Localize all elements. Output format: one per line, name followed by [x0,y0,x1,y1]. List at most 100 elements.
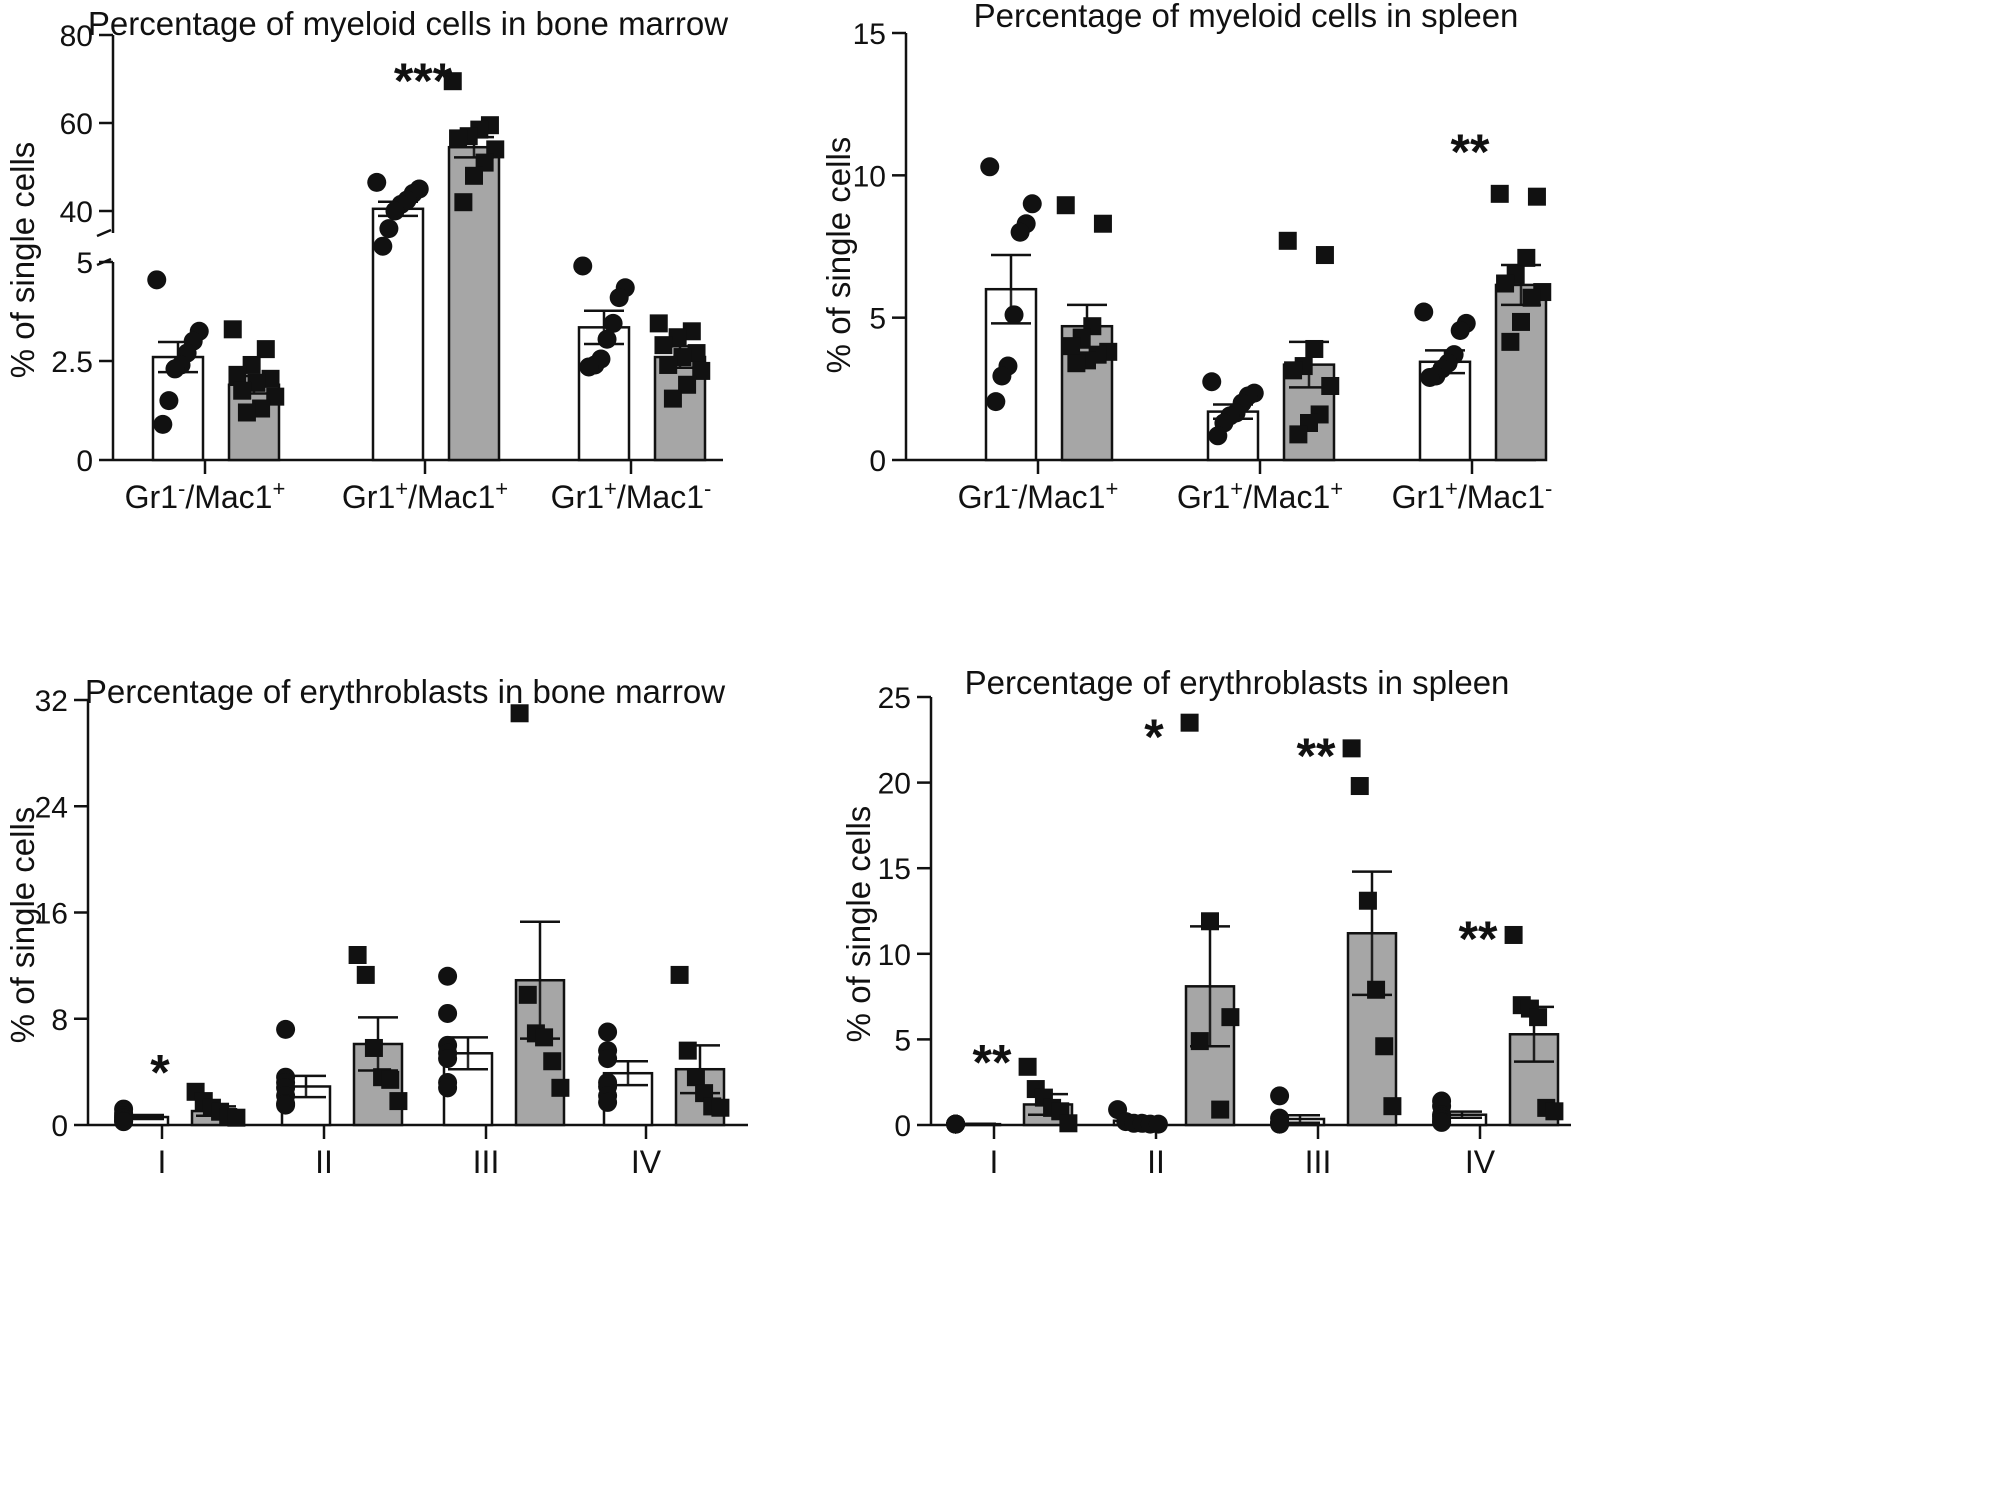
chart-title: Percentage of myeloid cells in bone marr… [88,5,728,42]
data-point [1350,777,1369,796]
data-point [510,704,529,723]
data-point [1270,1114,1290,1134]
data-point [1358,891,1377,910]
data-point [438,966,458,986]
y-tick-label: 10 [878,939,911,972]
category-label: Gr1+/Mac1+ [1177,476,1343,515]
data-point [687,344,706,363]
data-point [1383,1097,1402,1116]
data-point [228,365,247,384]
data-point [1527,187,1546,206]
significance-marker: *** [394,53,453,109]
data-point [678,1041,697,1060]
data-point [1342,739,1361,758]
data-point [1315,246,1334,265]
data-point [233,381,252,400]
y-tick-label: 32 [35,685,68,718]
chart-title: Percentage of erythroblasts in spleen [965,664,1510,701]
y-axis-label: % of single cells [4,142,41,379]
data-point [1208,426,1228,446]
y-tick-label: 0 [76,445,93,478]
data-point [535,1028,554,1047]
data-point [1512,312,1530,331]
data-point [438,1049,458,1069]
data-point [1004,305,1024,325]
y-axis-label: % of single cells [4,807,41,1044]
data-point [379,219,399,239]
data-point [454,193,473,212]
y-axis-label: % of single cells [840,806,877,1043]
data-point [1414,302,1434,322]
data-point [373,236,393,256]
data-point [1305,339,1324,358]
data-point [356,965,375,984]
data-point [1450,320,1470,340]
data-point [673,348,692,367]
category-label: Gr1-/Mac1+ [125,476,286,515]
y-tick-label: 2.5 [51,346,93,379]
data-point [153,414,173,434]
data-point [1202,372,1222,392]
data-point [1522,288,1541,307]
y-tick-label: 24 [35,791,68,824]
data-point [1221,1008,1240,1027]
data-point [1148,1114,1168,1134]
data-point [609,288,629,308]
data-point [348,946,367,964]
data-point [389,1092,408,1111]
data-point [551,1078,570,1097]
data-point [682,322,701,341]
data-point [276,1095,296,1115]
significance-marker: ** [1459,911,1498,967]
data-point [603,313,623,333]
y-tick-label: 80 [60,20,93,53]
data-point [1059,1114,1078,1133]
chart-panel-myeloid-spleen: Percentage of myeloid cells in spleen % o… [820,0,1552,515]
y-tick-label: 16 [35,898,68,931]
data-point [668,328,687,347]
data-point [649,314,668,333]
y-tick-label: 5 [894,1024,911,1057]
category-label: I [990,1144,999,1180]
data-point [946,1114,966,1134]
y-tick-label: 5 [869,303,886,336]
data-point [1496,274,1515,293]
data-point [1022,194,1042,214]
category-label: IV [1465,1144,1496,1180]
data-point [114,1112,134,1132]
data-point [261,369,280,388]
significance-marker: ** [1451,124,1490,180]
y-tick-label: 5 [76,247,93,280]
bar [577,326,631,462]
data-point [1545,1102,1564,1121]
data-point [1321,376,1340,395]
data-point [147,270,167,290]
data-point [165,359,185,379]
data-point [686,1068,705,1087]
y-axis-label: % of single cells [820,137,857,374]
axis-break-mark [96,228,112,238]
data-point [986,392,1006,412]
data-point [598,1049,618,1069]
category-label: IV [631,1144,662,1180]
chart-panel-erythroblasts-bm: Percentage of erythroblasts in bone marr… [4,673,748,1180]
category-label: Gr1+/Mac1- [551,476,712,515]
data-point [449,129,468,148]
data-point [1211,1100,1230,1119]
category-label: Gr1+/Mac1+ [342,476,508,515]
data-point [654,336,673,355]
data-point [1093,214,1112,233]
data-point [385,201,405,221]
data-point [465,166,483,185]
data-point [1517,248,1536,267]
bar [1494,283,1548,462]
category-label: III [473,1144,500,1180]
data-point [1010,222,1030,242]
data-point [247,373,266,392]
y-tick-label: 15 [853,18,886,51]
data-point [1490,184,1509,203]
data-point [1289,425,1308,444]
data-point [1529,1008,1548,1027]
data-point [159,391,179,411]
